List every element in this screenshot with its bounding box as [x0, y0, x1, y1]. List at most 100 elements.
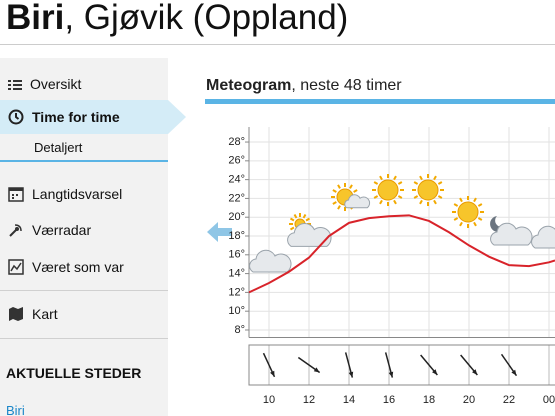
weather-icon: [452, 196, 484, 228]
sun-ray: [453, 203, 459, 207]
prev-button[interactable]: [207, 222, 232, 242]
nav-label: Værradar: [32, 222, 92, 238]
sidebar: Oversikt Time for time Detaljert Langtid…: [0, 58, 186, 416]
y-tick-label: 18°: [228, 230, 245, 242]
cloud: [531, 225, 555, 249]
wind-arrow: [500, 353, 518, 377]
x-tick-label: 14: [343, 394, 355, 406]
sun-ray: [289, 217, 295, 222]
y-tick-label: 28°: [228, 136, 245, 148]
sun-ray: [453, 217, 459, 221]
wind-head: [313, 367, 320, 373]
x-tick-label: 10: [263, 394, 275, 406]
nav-item[interactable]: Langtidsvarsel: [8, 186, 122, 202]
y-tick-label: 22°: [228, 192, 245, 204]
nav-item[interactable]: Værradar: [8, 222, 91, 238]
wind-head: [432, 369, 438, 375]
sun-ray: [349, 184, 353, 189]
sun-ray: [459, 221, 463, 227]
nav-label: Oversikt: [30, 76, 82, 92]
y-tick-label: 26°: [228, 155, 245, 167]
x-tick-label: 12: [303, 394, 315, 406]
x-tick-label: 00: [543, 394, 555, 406]
y-tick-label: 20°: [228, 211, 245, 223]
chart-title: Meteogram: [206, 77, 291, 94]
sun-ray: [419, 199, 423, 205]
y-tick-label: 10°: [228, 305, 245, 317]
sun-ray: [337, 205, 341, 210]
sun-ray: [413, 181, 419, 185]
sun-ray: [373, 195, 379, 199]
y-tick-label: 12°: [228, 286, 245, 298]
sun-ray: [477, 217, 483, 221]
x-tick-label: 20: [463, 394, 475, 406]
y-tick-label: 8°: [234, 324, 245, 336]
places-heading: AKTUELLE STEDER: [6, 365, 142, 381]
sun-ray: [473, 221, 477, 227]
place-title: Biri: [6, 0, 65, 37]
sun-ray: [379, 175, 383, 181]
sun-ray: [373, 181, 379, 185]
selected-arrow: [168, 100, 186, 134]
y-tick-label: 24°: [228, 174, 245, 186]
sun-ray: [413, 195, 419, 199]
sun-ray: [433, 199, 437, 205]
y-tick-label: 16°: [228, 249, 245, 261]
place-link[interactable]: Biri: [6, 403, 25, 416]
nav-item[interactable]: Oversikt: [8, 76, 81, 92]
x-tick-label: 18: [423, 394, 435, 406]
sun-ray: [293, 213, 298, 219]
sun-ray: [473, 197, 477, 203]
sun-ray: [393, 199, 397, 205]
nav-item[interactable]: Detaljert: [34, 140, 82, 155]
sun-ray: [459, 197, 463, 203]
wind-arrow: [297, 356, 321, 374]
x-tick-label: 16: [383, 394, 395, 406]
cloud: [249, 249, 292, 273]
cloud: [490, 222, 533, 246]
chart-subtitle: , neste 48 timer: [291, 77, 402, 94]
wind-arrow: [384, 352, 394, 378]
sun-ray: [332, 201, 337, 205]
separator: [0, 160, 168, 162]
nav-item[interactable]: Time for time: [8, 109, 120, 125]
sun-ray: [305, 217, 311, 222]
sun-ray: [353, 189, 358, 193]
x-tick-label: 22: [503, 394, 515, 406]
cloud: [287, 223, 332, 247]
wind-arrow: [420, 354, 438, 376]
nav-label: Været som var: [32, 259, 124, 275]
nav-item[interactable]: Været som var: [8, 259, 124, 275]
divider: [0, 44, 555, 45]
sun-ray: [397, 195, 403, 199]
sun-ray: [437, 195, 443, 199]
heading-bar: [205, 99, 555, 104]
separator: [0, 338, 168, 339]
wind-head: [388, 371, 394, 378]
wind-arrow: [460, 354, 478, 376]
wind-head: [348, 371, 354, 378]
wind-head: [511, 369, 517, 376]
nav-item[interactable]: Kart: [8, 306, 58, 322]
sun-ray: [397, 181, 403, 185]
sun-ray: [477, 203, 483, 207]
wind-head: [270, 370, 275, 377]
sun-ray: [332, 189, 337, 193]
chart-heading: Meteogram, neste 48 timer: [206, 77, 402, 94]
sun-ray: [302, 213, 307, 219]
wind-head: [472, 369, 478, 375]
sun-ray: [337, 184, 341, 189]
sun-ray: [289, 226, 295, 231]
selected-bg: [0, 100, 168, 134]
wind-panel: [248, 344, 555, 386]
sun-ray: [379, 199, 383, 205]
nav-label: Langtidsvarsel: [32, 186, 123, 202]
nav-label: Time for time: [32, 109, 120, 125]
y-tick-label: 14°: [228, 268, 245, 280]
wind-arrow: [262, 352, 276, 378]
cloud: [344, 194, 371, 209]
sun-ray: [437, 181, 443, 185]
place-subtitle: , Gjøvik (Oppland): [64, 0, 349, 37]
